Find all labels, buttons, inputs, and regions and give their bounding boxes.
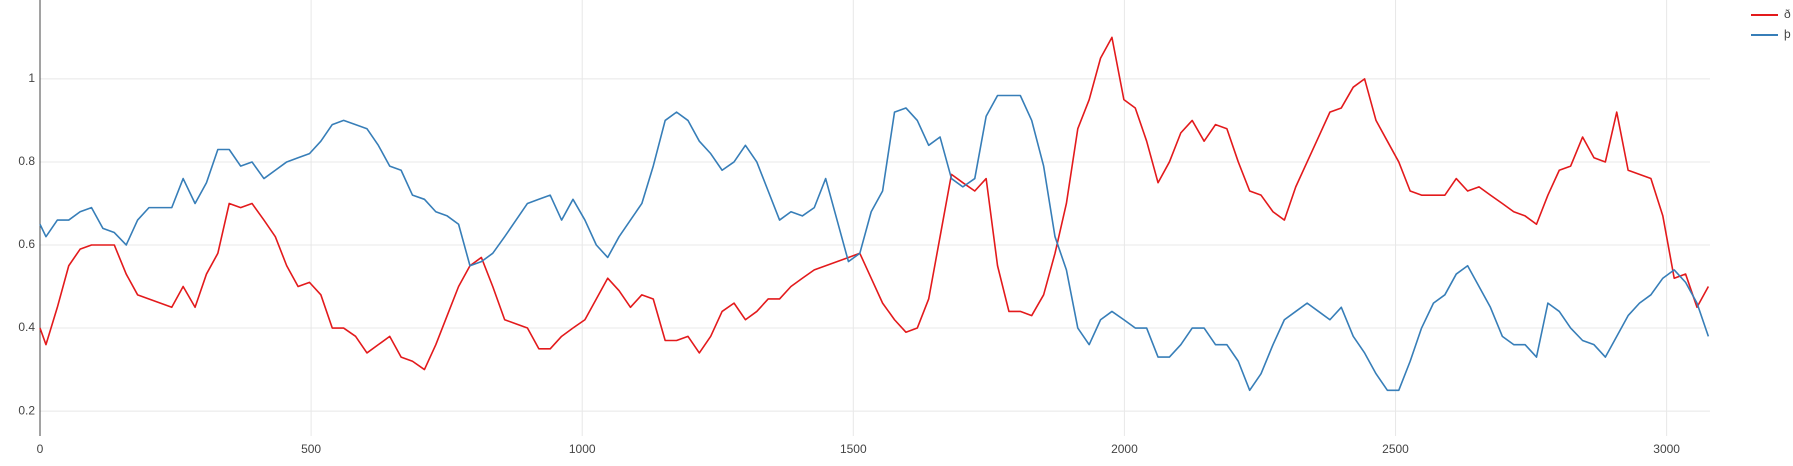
legend-label: þ: [1784, 27, 1791, 41]
y-tick-label: 0.2: [18, 403, 35, 417]
x-tick-label: 2500: [1382, 442, 1409, 456]
x-tick-label: 500: [301, 442, 321, 456]
x-tick-label: 1500: [840, 442, 867, 456]
x-tick-label: 0: [37, 442, 44, 456]
y-tick-label: 0.4: [18, 320, 35, 334]
x-tick-label: 1000: [569, 442, 596, 456]
y-tick-label: 0.8: [18, 154, 35, 168]
series-line: [39, 94, 1710, 392]
y-tick-label: 0.6: [18, 237, 35, 251]
legend-label: ð: [1784, 7, 1791, 21]
x-tick-label: 2000: [1111, 442, 1138, 456]
x-tick-label: 3000: [1653, 442, 1680, 456]
y-tick-label: 1: [28, 71, 35, 85]
series-line: [39, 36, 1710, 371]
